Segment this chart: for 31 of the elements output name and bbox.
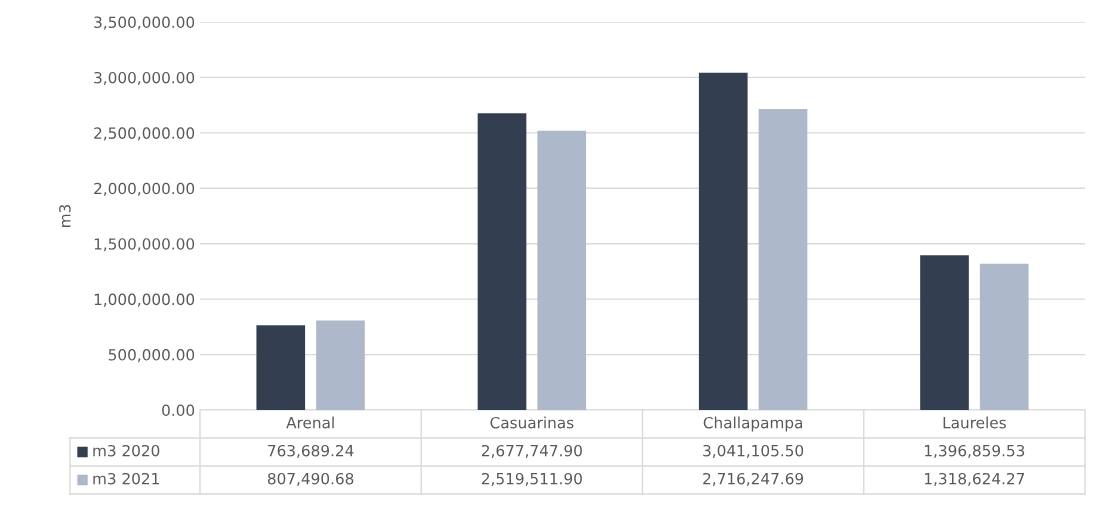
y-tick-label: 2,500,000.00 (94, 127, 195, 141)
data-label: 807,490.68 (267, 472, 354, 486)
data-label: 2,677,747.90 (481, 444, 582, 458)
bar (256, 325, 306, 410)
x-tick-label: Challapampa (703, 416, 803, 432)
x-tick-label: Casuarinas (490, 416, 574, 429)
bar (316, 320, 365, 410)
data-label: 1,318,624.27 (925, 472, 1025, 486)
data-label: 2,716,247.69 (703, 472, 804, 486)
y-axis-title: m3 (59, 204, 71, 227)
legend-label: m3 2021 (93, 472, 159, 485)
bar (920, 255, 969, 410)
y-tick-label: 2,000,000.00 (94, 182, 195, 196)
bar (477, 113, 527, 410)
data-label: 2,519,511.90 (481, 472, 582, 486)
y-tick-label: 0.00 (162, 404, 195, 417)
bar (979, 263, 1029, 410)
x-tick-label: Arenal (286, 416, 334, 429)
y-tick-label: 1,500,000.00 (94, 238, 195, 252)
bar (758, 108, 808, 410)
data-label: 1,396,859.53 (925, 444, 1025, 458)
legend-label: m3 2020 (93, 444, 160, 457)
bar (698, 72, 748, 410)
bar (537, 130, 587, 410)
x-tick-label: Laureles (943, 416, 1006, 429)
y-tick-label: 1,000,000.00 (94, 293, 195, 307)
y-tick-label: 500,000.00 (108, 349, 195, 363)
y-tick-label: 3,500,000.00 (94, 16, 195, 30)
y-tick-label: 3,000,000.00 (94, 71, 195, 86)
data-label: 763,689.24 (268, 444, 354, 458)
data-label: 3,041,105.50 (703, 444, 804, 458)
